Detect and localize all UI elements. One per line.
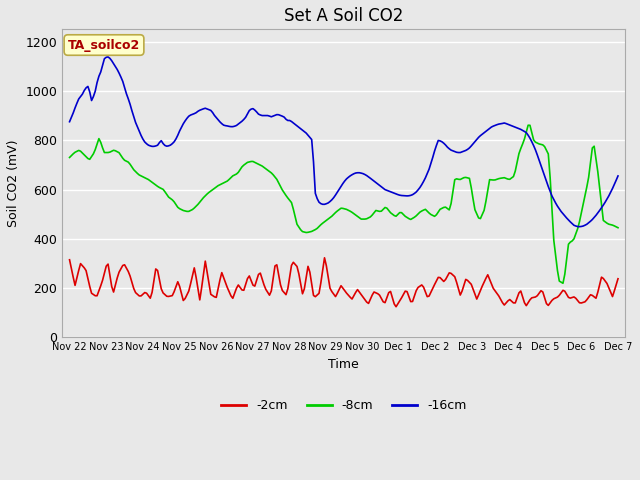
Y-axis label: Soil CO2 (mV): Soil CO2 (mV) [7, 140, 20, 227]
Legend: -2cm, -8cm, -16cm: -2cm, -8cm, -16cm [216, 395, 471, 418]
X-axis label: Time: Time [328, 358, 359, 371]
Text: TA_soilco2: TA_soilco2 [68, 38, 140, 51]
Title: Set A Soil CO2: Set A Soil CO2 [284, 7, 403, 25]
